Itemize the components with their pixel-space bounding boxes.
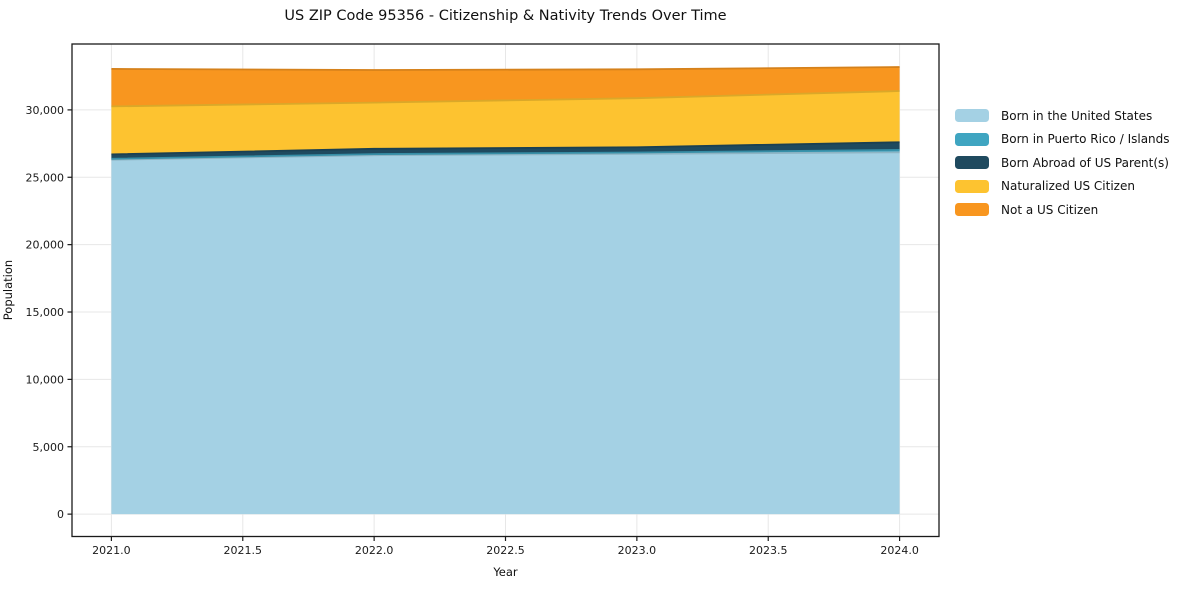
area-edges <box>111 66 900 161</box>
x-tick-label: 2021.0 <box>92 544 131 557</box>
chart-legend: Born in the United States Born in Puerto … <box>955 104 1170 222</box>
x-tick-label: 2021.5 <box>224 544 263 557</box>
areas <box>111 67 900 515</box>
legend-swatch-icon <box>955 109 989 123</box>
plot-border <box>71 43 940 538</box>
y-tick-label: 25,000 <box>26 171 65 184</box>
chart-title: US ZIP Code 95356 - Citizenship & Nativi… <box>284 8 727 24</box>
area-series-3 <box>111 91 900 155</box>
legend-item-0: Born in the United States <box>955 104 1170 128</box>
y-axis-label: Population <box>1 259 15 321</box>
y-tick-label: 0 <box>57 508 64 521</box>
x-tick-label: 2024.0 <box>880 544 919 557</box>
y-tick-label: 15,000 <box>26 306 65 319</box>
area-series-4 <box>111 67 900 107</box>
y-tick-label: 5,000 <box>33 441 65 454</box>
legend-swatch-icon <box>955 132 989 146</box>
legend-swatch-icon <box>955 179 989 193</box>
y-tick-label: 20,000 <box>26 239 65 252</box>
y-tick-label: 30,000 <box>26 104 65 117</box>
x-tick-label: 2022.5 <box>486 544 525 557</box>
x-tick-label: 2023.0 <box>618 544 657 557</box>
legend-label: Not a US Citizen <box>1001 202 1099 217</box>
legend-item-4: Not a US Citizen <box>955 198 1170 222</box>
x-tick-label: 2023.5 <box>749 544 788 557</box>
legend-label: Born in Puerto Rico / Islands <box>1001 132 1170 147</box>
area-series-0 <box>111 152 900 515</box>
legend-label: Born Abroad of US Parent(s) <box>1001 155 1169 170</box>
legend-label: Born in the United States <box>1001 108 1153 123</box>
x-tick-label: 2022.0 <box>355 544 394 557</box>
x-axis-label: Year <box>493 565 518 579</box>
legend-item-2: Born Abroad of US Parent(s) <box>955 151 1170 175</box>
legend-swatch-icon <box>955 203 989 217</box>
legend-swatch-icon <box>955 156 989 170</box>
legend-item-3: Naturalized US Citizen <box>955 175 1170 199</box>
axis-ticks <box>67 109 901 541</box>
tick-labels: 0 5,000 10,000 15,000 20,000 25,000 30,000 2021… <box>26 104 919 557</box>
legend-item-1: Born in Puerto Rico / Islands <box>955 128 1170 152</box>
y-tick-label: 10,000 <box>26 373 65 386</box>
legend-label: Naturalized US Citizen <box>1001 179 1135 194</box>
